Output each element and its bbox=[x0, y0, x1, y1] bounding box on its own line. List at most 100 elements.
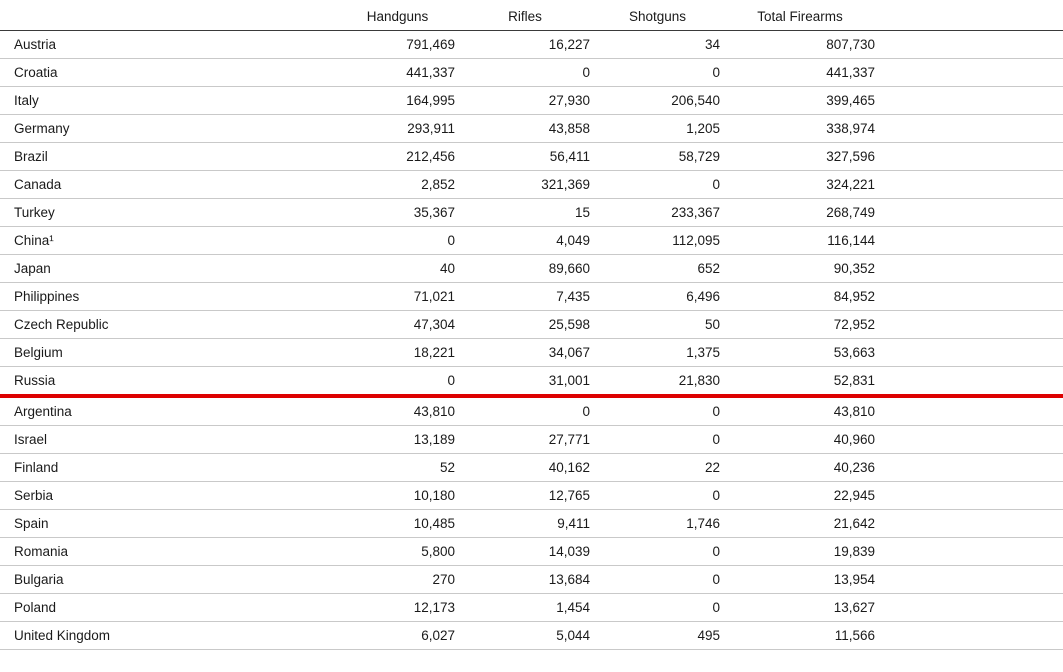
handguns-cell: 47,304 bbox=[413, 317, 455, 332]
header-filler bbox=[880, 0, 1063, 31]
country-cell: Japan bbox=[14, 261, 51, 276]
table-row: Brazil 212,456 56,411 58,729 327,596 bbox=[0, 143, 1063, 171]
rifles-cell: 16,227 bbox=[548, 37, 590, 52]
filler-cell bbox=[880, 594, 1063, 622]
total-cell: 53,663 bbox=[833, 345, 875, 360]
table-row: United Kingdom 6,027 5,044 495 11,566 bbox=[0, 622, 1063, 650]
rifles-cell: 27,771 bbox=[548, 432, 590, 447]
total-cell: 116,144 bbox=[827, 233, 875, 248]
rifles-cell: 25,598 bbox=[548, 317, 590, 332]
rifles-cell: 31,001 bbox=[548, 373, 590, 388]
header-row: Handguns Rifles Shotguns Total Firearms bbox=[0, 0, 1063, 31]
total-cell: 11,566 bbox=[834, 628, 875, 643]
filler-cell bbox=[880, 454, 1063, 482]
country-cell: Bulgaria bbox=[14, 572, 64, 587]
country-cell: Romania bbox=[14, 544, 69, 559]
filler-cell bbox=[880, 31, 1063, 59]
country-cell: Poland bbox=[14, 600, 57, 615]
filler-cell bbox=[880, 538, 1063, 566]
shotguns-cell: 0 bbox=[712, 432, 720, 447]
table-row: Japan 40 89,660 652 90,352 bbox=[0, 255, 1063, 283]
handguns-cell: 6,027 bbox=[421, 628, 455, 643]
table-row: Bulgaria 270 13,684 0 13,954 bbox=[0, 566, 1063, 594]
handguns-cell: 212,456 bbox=[406, 149, 455, 164]
rifles-cell: 12,765 bbox=[548, 488, 590, 503]
rifles-cell: 40,162 bbox=[548, 460, 590, 475]
country-cell: Spain bbox=[14, 516, 49, 531]
country-cell: Israel bbox=[14, 432, 48, 447]
filler-cell bbox=[880, 311, 1063, 339]
handguns-cell: 0 bbox=[447, 373, 455, 388]
filler-cell bbox=[880, 227, 1063, 255]
table-row: Poland 12,173 1,454 0 13,627 bbox=[0, 594, 1063, 622]
country-cell: Russia bbox=[14, 373, 56, 388]
filler-cell bbox=[880, 566, 1063, 594]
table-row: Italy 164,995 27,930 206,540 399,465 bbox=[0, 87, 1063, 115]
filler-cell bbox=[880, 339, 1063, 367]
total-cell: 807,730 bbox=[826, 37, 875, 52]
country-cell: Serbia bbox=[14, 488, 54, 503]
shotguns-cell: 233,367 bbox=[671, 205, 720, 220]
handguns-cell: 5,800 bbox=[421, 544, 455, 559]
shotguns-cell: 0 bbox=[712, 600, 720, 615]
country-cell: United Kingdom bbox=[14, 628, 111, 643]
country-cell: Brazil bbox=[14, 149, 48, 164]
rifles-cell: 13,684 bbox=[548, 572, 590, 587]
country-cell: Croatia bbox=[14, 65, 58, 80]
country-cell: Philippines bbox=[14, 289, 80, 304]
filler-cell bbox=[880, 115, 1063, 143]
table-row: Czech Republic 47,304 25,598 50 72,952 bbox=[0, 311, 1063, 339]
table-body: Austria 791,469 16,227 34 807,730 Croatia 441,… bbox=[0, 31, 1063, 650]
table-row: Philippines 71,021 7,435 6,496 84,952 bbox=[0, 283, 1063, 311]
handguns-cell: 71,021 bbox=[413, 289, 455, 304]
country-cell: Belgium bbox=[14, 345, 63, 360]
table-row: Romania 5,800 14,039 0 19,839 bbox=[0, 538, 1063, 566]
table-row: Argentina 43,810 0 0 43,810 bbox=[0, 396, 1063, 426]
total-cell: 13,954 bbox=[833, 572, 875, 587]
table-row: Serbia 10,180 12,765 0 22,945 bbox=[0, 482, 1063, 510]
handguns-column-header: Handguns bbox=[340, 0, 460, 31]
rifles-cell: 7,435 bbox=[556, 289, 590, 304]
shotguns-cell: 495 bbox=[697, 628, 720, 643]
total-cell: 40,236 bbox=[833, 460, 875, 475]
rifles-column-header: Rifles bbox=[460, 0, 595, 31]
shotguns-cell: 22 bbox=[704, 460, 720, 475]
country-cell: Italy bbox=[14, 93, 39, 108]
table-row: Belgium 18,221 34,067 1,375 53,663 bbox=[0, 339, 1063, 367]
handguns-cell: 2,852 bbox=[421, 177, 455, 192]
table-row: Israel 13,189 27,771 0 40,960 bbox=[0, 426, 1063, 454]
country-cell: Turkey bbox=[14, 205, 55, 220]
handguns-cell: 18,221 bbox=[413, 345, 455, 360]
total-cell: 441,337 bbox=[826, 65, 875, 80]
filler-cell bbox=[880, 510, 1063, 538]
filler-cell bbox=[880, 143, 1063, 171]
filler-cell bbox=[880, 283, 1063, 311]
filler-cell bbox=[880, 171, 1063, 199]
total-cell: 19,839 bbox=[833, 544, 875, 559]
handguns-cell: 35,367 bbox=[413, 205, 455, 220]
total-cell: 399,465 bbox=[826, 93, 875, 108]
total-cell: 327,596 bbox=[826, 149, 875, 164]
total-cell: 13,627 bbox=[833, 600, 875, 615]
rifles-cell: 15 bbox=[574, 205, 590, 220]
country-cell: Austria bbox=[14, 37, 57, 52]
firearms-table: Handguns Rifles Shotguns Total Firearms … bbox=[0, 0, 1063, 650]
total-firearms-column-header: Total Firearms bbox=[725, 0, 880, 31]
handguns-cell: 12,173 bbox=[413, 600, 455, 615]
shotguns-cell: 0 bbox=[712, 488, 720, 503]
rifles-cell: 4,049 bbox=[556, 233, 590, 248]
rifles-cell: 34,067 bbox=[548, 345, 590, 360]
rifles-cell: 1,454 bbox=[556, 600, 590, 615]
filler-cell bbox=[880, 367, 1063, 397]
filler-cell bbox=[880, 199, 1063, 227]
rifles-cell: 27,930 bbox=[548, 93, 590, 108]
total-cell: 324,221 bbox=[826, 177, 875, 192]
rifles-cell: 89,660 bbox=[548, 261, 590, 276]
rifles-cell: 5,044 bbox=[556, 628, 590, 643]
handguns-cell: 52 bbox=[439, 460, 455, 475]
shotguns-cell: 1,375 bbox=[686, 345, 720, 360]
rifles-cell: 56,411 bbox=[549, 149, 590, 164]
rifles-cell: 43,858 bbox=[548, 121, 590, 136]
table-row: Turkey 35,367 15 233,367 268,749 bbox=[0, 199, 1063, 227]
